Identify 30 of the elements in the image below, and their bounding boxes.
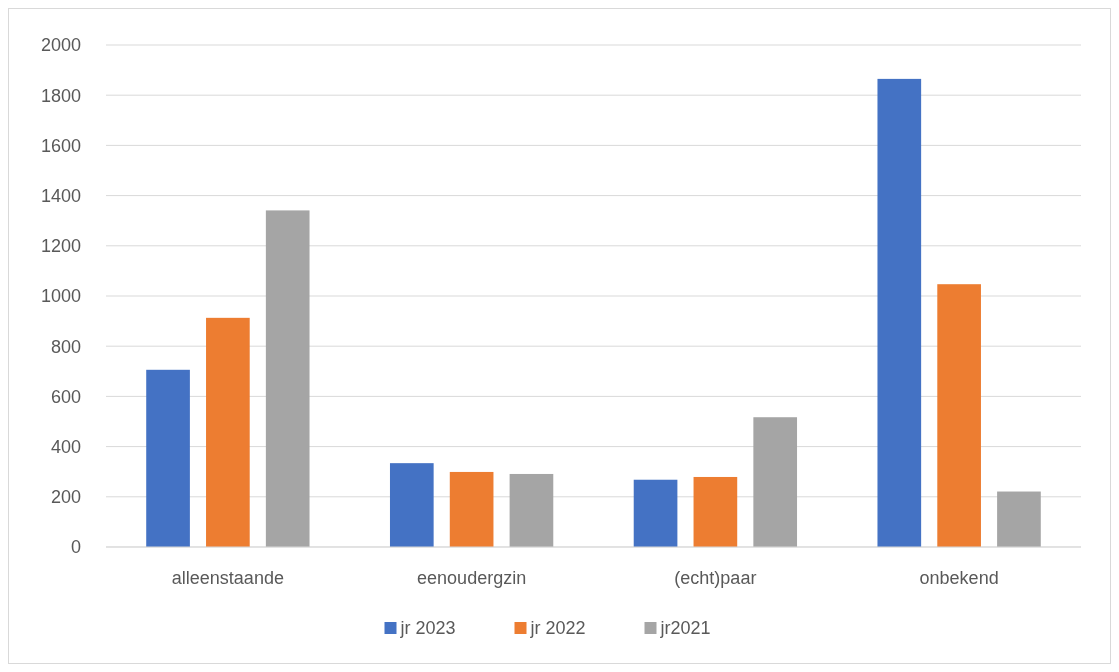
legend-label: jr 2022 [529, 618, 586, 639]
x-tick-label: (echt)paar [674, 568, 757, 588]
bar [449, 471, 494, 547]
y-tick-label: 800 [50, 336, 81, 357]
legend-label: jr2021 [659, 618, 711, 639]
x-tick-label: onbekend [919, 568, 999, 588]
bar [633, 479, 678, 547]
y-tick-label: 200 [50, 487, 81, 508]
bar [389, 463, 434, 547]
bar [753, 417, 798, 547]
y-tick-label: 2000 [40, 35, 81, 56]
y-tick-label: 600 [50, 386, 81, 407]
bar [206, 317, 250, 547]
x-tick-label: alleenstaande [171, 568, 284, 588]
y-tick-label: 1000 [40, 286, 81, 307]
bar [877, 78, 922, 547]
y-tick-label: 1800 [40, 85, 81, 106]
bar [265, 210, 310, 547]
y-tick-label: 1600 [40, 135, 81, 156]
y-tick-label: 0 [70, 537, 81, 558]
y-tick-label: 1400 [40, 185, 81, 206]
y-tick-label: 400 [50, 436, 81, 457]
bar [146, 369, 190, 547]
bar [693, 476, 738, 547]
y-tick-label: 1200 [40, 236, 81, 257]
legend-label: jr 2023 [399, 618, 456, 639]
bar [937, 284, 981, 547]
bar [997, 491, 1041, 547]
x-tick-label: eenoudergzin [417, 568, 527, 588]
bar [509, 473, 554, 547]
